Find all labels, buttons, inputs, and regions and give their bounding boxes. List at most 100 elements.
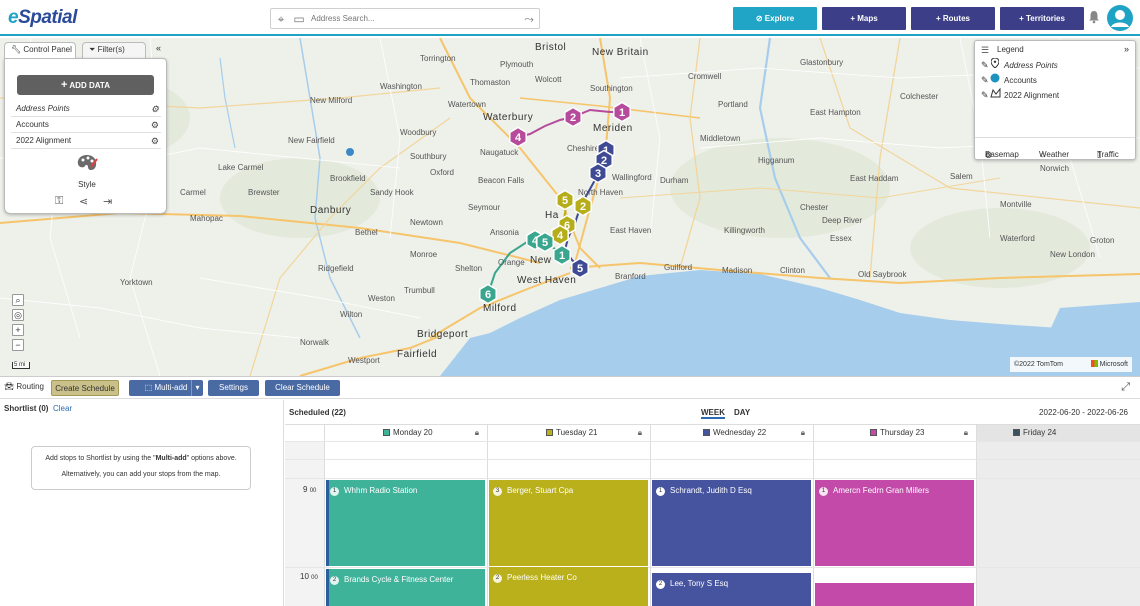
place-label: Southington (590, 84, 633, 93)
legend-list-icon[interactable]: ☰ (981, 45, 990, 55)
layer-settings-icon[interactable]: ⚙ (150, 136, 159, 146)
appointment-card[interactable]: 2 Lee, Tony S Esq (652, 573, 811, 606)
day-view-tab[interactable]: DAY (734, 408, 751, 417)
layer-row-accounts[interactable]: Accounts ⚙ (11, 117, 161, 133)
route-markers: 124123552644516 (479, 101, 631, 305)
location-pin-icon[interactable]: ⌖ (277, 12, 285, 26)
add-routes-button[interactable]: + Routes (911, 7, 995, 30)
zoom-search-icon[interactable]: ⌕ (12, 294, 24, 306)
lock-icon[interactable]: 🔒︎ (800, 428, 805, 437)
place-label: Trumbull (404, 286, 435, 295)
espatial-logo[interactable]: eSpatial (8, 7, 77, 28)
chat-icon[interactable]: ▭ (293, 12, 305, 26)
route-stop-marker[interactable]: 6 (479, 283, 497, 305)
legend-row-2022-alignment[interactable]: ✎ 2022 Alignment (981, 87, 1059, 102)
lock-icon[interactable]: 🔒︎ (637, 428, 642, 437)
multi-add-button[interactable]: ⬚ Multi-add ▾ (129, 380, 203, 396)
place-label: Newtown (410, 218, 443, 227)
appointment-card[interactable]: 3 Berger, Stuart Cpa (489, 480, 648, 566)
day-color-swatch (870, 429, 877, 436)
day-column[interactable] (487, 441, 650, 606)
route-directions-icon[interactable]: ⤳ (524, 12, 534, 26)
appointment-card[interactable]: 2 Brands Cycle & Fitness Center (326, 569, 485, 606)
route-stop-marker[interactable]: 5 (536, 231, 554, 253)
export-icon[interactable]: ⇥ (103, 196, 113, 208)
tab-filters[interactable]: ⏷ Filter(s) (82, 42, 146, 58)
style-button[interactable]: Style (67, 153, 107, 189)
expand-icon[interactable]: ⤢ (1121, 381, 1130, 393)
clear-shortlist-link[interactable]: Clear (53, 404, 73, 413)
locate-icon[interactable]: ◎ (12, 309, 24, 321)
svg-text:5: 5 (577, 263, 583, 275)
collapse-panel-icon[interactable]: « (155, 43, 161, 53)
tab-control-panel[interactable]: 🔧︎ Control Panel (4, 42, 76, 58)
route-stop-marker[interactable]: 5 (571, 257, 589, 279)
layer-row-2022-alignment[interactable]: 2022 Alignment ⚙ (11, 133, 161, 149)
appointment-card[interactable]: 1 Schrandt, Judith D Esq (652, 480, 811, 566)
place-label: Naugatuck (480, 148, 519, 157)
add-maps-button[interactable]: + Maps (822, 7, 906, 30)
place-label: West Haven (517, 275, 577, 286)
add-territories-button[interactable]: + Territories (1000, 7, 1084, 30)
place-label: Washington (380, 82, 422, 91)
legend-row-address-points[interactable]: ✎ Address Points (981, 57, 1058, 73)
place-label: Middletown (700, 134, 741, 143)
layer-settings-icon[interactable]: ⚙ (150, 104, 159, 114)
place-label: Torrington (420, 54, 456, 63)
route-stop-marker[interactable]: 1 (553, 244, 571, 266)
place-label: Deep River (822, 216, 863, 225)
explore-button[interactable]: ⊘ Explore (733, 7, 817, 30)
lock-icon[interactable]: 🔒︎ (474, 428, 479, 437)
address-search-box[interactable]: ⌖ ▭ ⤳ (270, 8, 540, 29)
place-label: Woodbury (400, 128, 437, 137)
day-color-swatch (703, 429, 710, 436)
user-avatar[interactable] (1107, 5, 1133, 31)
svg-text:2: 2 (570, 112, 576, 124)
lock-icon[interactable]: 🔒︎ (963, 428, 968, 437)
route-stop-marker[interactable]: 5 (556, 189, 574, 211)
zoom-out-button[interactable]: − (12, 339, 24, 351)
day-column[interactable] (324, 441, 487, 606)
svg-text:5: 5 (562, 195, 568, 207)
day-column[interactable] (813, 441, 976, 606)
notification-bell-icon[interactable] (1088, 10, 1102, 26)
route-stop-marker[interactable]: 1 (613, 101, 631, 123)
place-label: Brookfield (330, 174, 366, 183)
place-label: New (530, 255, 552, 266)
legend-row-accounts[interactable]: ✎ Accounts (981, 73, 1037, 87)
route-stop-marker[interactable]: 3 (589, 162, 607, 184)
map-view[interactable]: Bristol New Britain Waterbury Meriden Na… (0, 38, 1140, 376)
week-view-tab[interactable]: WEEK (701, 408, 725, 419)
appointment-card[interactable] (815, 583, 974, 606)
settings-button[interactable]: Settings (208, 380, 259, 396)
edit-pencil-icon[interactable]: ✎ (981, 60, 989, 70)
appointment-card[interactable]: 1 Amercn Fedrn Gran Millers (815, 480, 974, 566)
place-label: Southbury (410, 152, 447, 161)
route-stop-marker[interactable]: 2 (574, 195, 592, 217)
place-label: Waterford (1000, 234, 1035, 243)
route-stop-marker[interactable]: 4 (509, 126, 527, 148)
place-label: Colchester (900, 92, 939, 101)
day-column[interactable] (976, 441, 1140, 606)
clear-schedule-button[interactable]: Clear Schedule (265, 380, 340, 396)
day-header-monday: Monday 20 🔒︎ (324, 425, 487, 441)
add-data-button[interactable]: + ADD DATA (17, 75, 154, 95)
edit-pencil-icon[interactable]: ✎ (981, 75, 989, 85)
zoom-in-button[interactable]: + (12, 324, 24, 336)
collapse-legend-icon[interactable]: » (1123, 44, 1129, 54)
lock-layers-icon[interactable]: ⚿ (55, 195, 64, 207)
search-input[interactable] (311, 11, 511, 26)
appointment-card[interactable]: 1 Whhm Radio Station (326, 480, 485, 566)
multi-add-dropdown-chevron-icon[interactable]: ▾ (191, 380, 203, 396)
layer-row-address-points[interactable]: Address Points ⚙ (11, 101, 161, 117)
layer-settings-icon[interactable]: ⚙ (150, 120, 159, 130)
create-schedule-button[interactable]: Create Schedule (51, 380, 119, 396)
map-pin-icon (989, 57, 1001, 73)
day-column[interactable] (650, 441, 813, 606)
appointment-card[interactable]: 2 Peerless Heater Co (489, 567, 648, 606)
route-stop-marker[interactable]: 2 (564, 106, 582, 128)
schedule-calendar: Scheduled (22) WEEK DAY 2022-06-20 - 202… (285, 400, 1140, 606)
share-icon[interactable]: ⋖ (79, 196, 89, 208)
route-stop-marker[interactable]: 4 (551, 224, 569, 246)
edit-pencil-icon[interactable]: ✎ (981, 90, 989, 100)
